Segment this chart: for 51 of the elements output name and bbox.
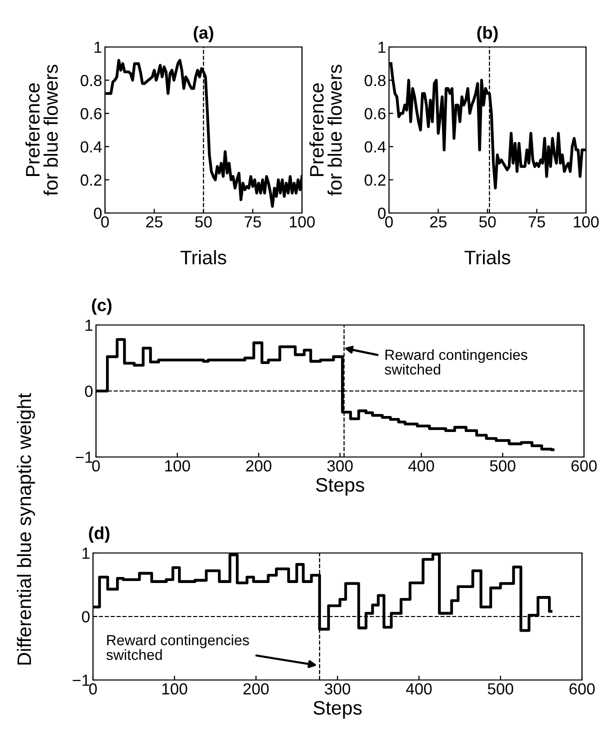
x-tick-label: 50 — [479, 216, 496, 228]
x-tick-label: 100 — [290, 216, 315, 228]
annotation: Reward contingencies switched — [106, 634, 249, 660]
y-tick-label: 0 — [94, 208, 102, 219]
y-tick-label: 0 — [82, 611, 90, 622]
x-tick-label: 200 — [246, 460, 272, 472]
y-axis-title: Preference for blue flowers — [25, 64, 58, 196]
x-axis-title: Steps — [314, 700, 362, 719]
x-tick-label: 400 — [406, 683, 432, 695]
y-tick-label: −1 — [76, 452, 92, 463]
x-tick-label: 100 — [574, 216, 599, 228]
x-tick-label: 400 — [408, 460, 434, 472]
x-axis-title: Trials — [464, 250, 510, 264]
y-tick-label: 1 — [82, 548, 90, 559]
y-tick-label: 0 — [378, 208, 386, 219]
y-tick-label: 1 — [378, 42, 386, 53]
x-tick-label: 75 — [244, 216, 261, 228]
x-tick-label: 200 — [243, 683, 269, 695]
x-tick-label: 100 — [162, 683, 188, 695]
y-tick-label: −1 — [72, 674, 90, 686]
y-tick-label: 0.2 — [364, 174, 386, 186]
x-tick-label: 300 — [327, 460, 353, 472]
y-tick-label: 0 — [84, 386, 93, 397]
x-tick-label: 25 — [146, 216, 162, 228]
x-tick-label: 600 — [571, 460, 597, 472]
chart-title: (d) — [88, 526, 110, 543]
x-tick-label: 300 — [324, 683, 350, 695]
y-tick-label: 1 — [94, 42, 102, 53]
x-tick-label: 50 — [195, 216, 212, 228]
y-tick-label: 0.2 — [80, 174, 102, 186]
annotation: Reward contingencies switched — [384, 349, 528, 375]
x-axis-title: Trials — [180, 250, 226, 264]
x-tick-label: 500 — [488, 683, 514, 695]
y-tick-label: 0.6 — [80, 108, 102, 120]
x-tick-label: 25 — [430, 216, 446, 228]
chart-title: (b) — [477, 26, 498, 42]
x-tick-label: 600 — [569, 683, 595, 695]
x-tick-label: 75 — [528, 216, 545, 228]
y-tick-label: 0.4 — [80, 141, 102, 153]
y-tick-label: 0.8 — [80, 74, 102, 86]
x-tick-label: 500 — [490, 460, 516, 472]
y-axis-title: Differential blue synaptic weight — [16, 393, 35, 665]
y-tick-label: 0.8 — [364, 74, 386, 86]
y-tick-label: 0.6 — [364, 108, 386, 120]
x-axis-title: Steps — [316, 478, 364, 496]
chart-title: (a) — [194, 26, 214, 42]
y-axis-title: Preference for blue flowers — [309, 64, 342, 196]
y-tick-label: 0.4 — [364, 141, 386, 153]
y-tick-label: 1 — [86, 320, 92, 331]
chart-title: (c) — [92, 298, 112, 315]
x-tick-label: 100 — [165, 460, 190, 472]
